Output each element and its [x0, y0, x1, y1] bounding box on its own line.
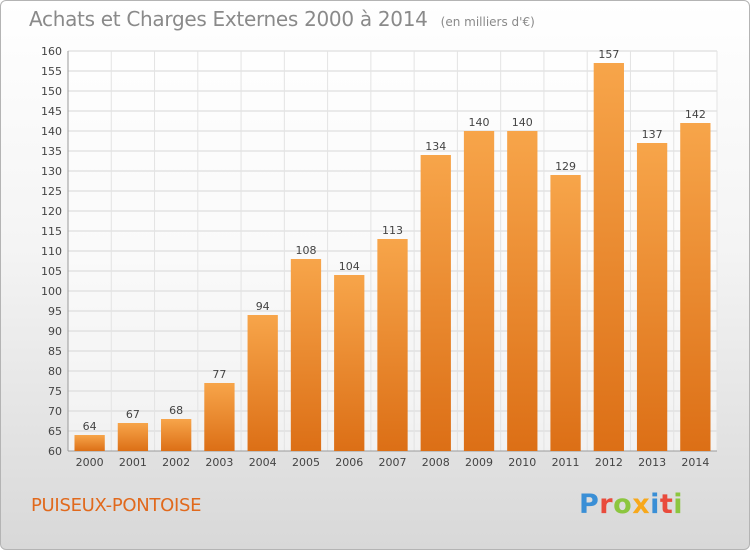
x-tick-label: 2012: [595, 456, 623, 469]
data-label: 134: [425, 140, 446, 153]
bar: [204, 383, 235, 451]
y-tick-label: 95: [48, 305, 62, 318]
data-label: 104: [339, 260, 360, 273]
y-tick-label: 125: [41, 185, 62, 198]
x-tick-label: 2007: [379, 456, 407, 469]
logo-letter: i: [673, 489, 684, 520]
x-tick-label: 2011: [552, 456, 580, 469]
proxiti-logo: Proxiti: [579, 489, 683, 520]
y-tick-label: 155: [41, 65, 62, 78]
data-label: 108: [295, 244, 316, 257]
x-tick-label: 2003: [205, 456, 233, 469]
bar: [290, 259, 322, 451]
data-label: 94: [256, 300, 270, 313]
data-label: 67: [126, 408, 140, 421]
x-tick-label: 2014: [681, 456, 709, 469]
bar: [680, 123, 711, 451]
y-tick-label: 115: [41, 225, 62, 238]
y-tick-label: 130: [41, 165, 62, 178]
bar: [74, 435, 105, 451]
bar: [117, 423, 149, 451]
data-label: 140: [512, 116, 533, 129]
y-tick-label: 65: [48, 425, 62, 438]
data-label: 140: [469, 116, 490, 129]
x-tick-label: 2004: [249, 456, 277, 469]
y-tick-label: 80: [48, 365, 62, 378]
y-tick-label: 85: [48, 345, 62, 358]
bar: [550, 175, 581, 451]
y-tick-label: 100: [41, 285, 62, 298]
y-tick-label: 145: [41, 105, 62, 118]
x-tick-label: 2005: [292, 456, 320, 469]
logo-letter: r: [599, 489, 614, 520]
data-label: 113: [382, 224, 403, 237]
data-label: 142: [685, 108, 706, 121]
y-tick-label: 150: [41, 85, 62, 98]
bar: [161, 419, 192, 451]
logo-letter: t: [659, 489, 674, 520]
data-label: 157: [598, 48, 619, 61]
data-label: 77: [212, 368, 226, 381]
bar: [593, 63, 624, 451]
data-label: 64: [83, 420, 97, 433]
data-label: 137: [642, 128, 663, 141]
chart-unit: (en milliers d'€): [440, 15, 535, 29]
y-tick-label: 75: [48, 385, 62, 398]
y-tick-label: 140: [41, 125, 62, 138]
bar: [636, 143, 668, 451]
x-tick-label: 2006: [335, 456, 363, 469]
y-tick-label: 120: [41, 205, 62, 218]
logo-letter: x: [632, 489, 651, 520]
logo-letter: i: [650, 489, 660, 520]
x-tick-label: 2002: [162, 456, 190, 469]
y-tick-label: 70: [48, 405, 62, 418]
data-label: 68: [169, 404, 183, 417]
bar: [247, 315, 278, 451]
bar: [507, 131, 538, 451]
x-tick-label: 2009: [465, 456, 493, 469]
x-tick-label: 2008: [422, 456, 450, 469]
bar: [463, 131, 495, 451]
bar: [377, 239, 408, 451]
bar: [420, 155, 451, 451]
y-tick-label: 90: [48, 325, 62, 338]
x-tick-label: 2000: [76, 456, 104, 469]
logo-letter: P: [579, 489, 600, 520]
x-tick-label: 2010: [508, 456, 536, 469]
y-tick-label: 135: [41, 145, 62, 158]
logo-letter: o: [613, 489, 633, 520]
x-tick-label: 2001: [119, 456, 147, 469]
y-tick-label: 160: [41, 45, 62, 58]
x-tick-label: 2013: [638, 456, 666, 469]
chart-title-block: Achats et Charges Externes 2000 à 2014 (…: [29, 7, 535, 31]
city-name: PUISEUX-PONTOISE: [31, 495, 202, 516]
chart-title: Achats et Charges Externes 2000 à 2014: [29, 7, 428, 31]
y-tick-label: 110: [41, 245, 62, 258]
data-label: 129: [555, 160, 576, 173]
y-tick-label: 105: [41, 265, 62, 278]
y-tick-label: 60: [48, 445, 62, 458]
bar: [334, 275, 365, 451]
